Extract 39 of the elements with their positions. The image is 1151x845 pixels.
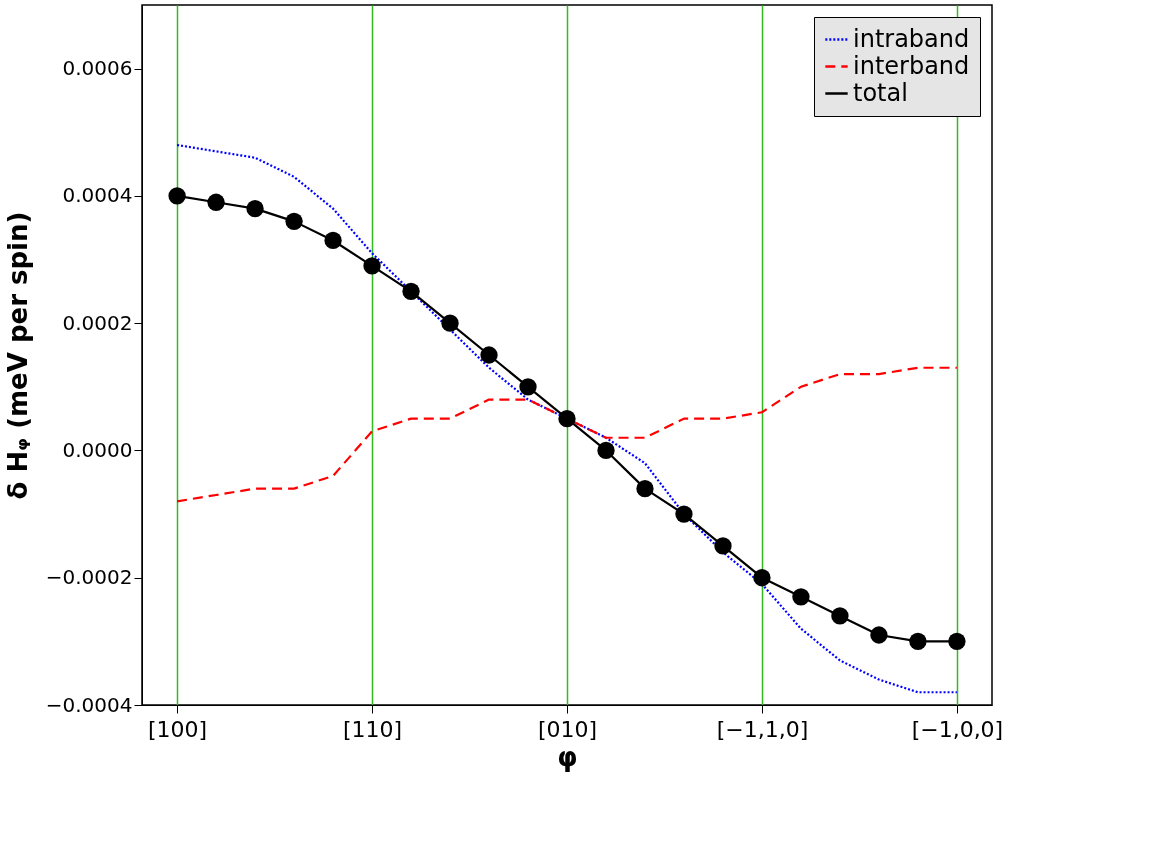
point — [636, 479, 654, 498]
point — [168, 187, 186, 205]
line-series — [175, 143, 959, 694]
point — [246, 199, 264, 218]
y-tick-label: 0.0002 — [62, 310, 133, 335]
point — [441, 314, 459, 332]
point — [363, 257, 381, 275]
point — [909, 632, 927, 651]
y-tick-label: 0.0004 — [62, 183, 133, 208]
point — [753, 569, 771, 587]
x-tick-label: [100] — [148, 716, 208, 742]
legend-label: total — [853, 78, 908, 107]
point — [792, 588, 810, 606]
point — [519, 378, 537, 396]
point — [948, 632, 966, 651]
y-tick-label: 0.0006 — [62, 56, 133, 81]
point — [402, 282, 420, 301]
point — [831, 607, 849, 625]
x-axis-title: φ — [557, 741, 578, 772]
x-tick-label: [110] — [342, 716, 403, 742]
point — [675, 505, 693, 523]
point — [480, 346, 498, 364]
point — [870, 626, 888, 644]
point — [285, 212, 303, 231]
point — [558, 409, 576, 428]
point — [324, 231, 342, 250]
y-tick-label: −0.0002 — [45, 565, 133, 590]
line-series — [175, 366, 959, 503]
point — [207, 193, 225, 211]
y-tick-label: 0.0000 — [62, 437, 133, 462]
point — [714, 537, 732, 555]
legend-label: interband — [853, 51, 970, 80]
y-tick-label: −0.0004 — [45, 692, 133, 717]
y-axis-title: δ Hᵩ (meV per spin) — [2, 211, 33, 500]
legend-label: intraband — [853, 24, 970, 53]
x-tick-label: [010] — [537, 716, 598, 742]
x-tick-label: [−1,1,0] — [716, 716, 809, 742]
point — [597, 441, 615, 460]
x-tick-label: [−1,0,0] — [911, 716, 1004, 742]
